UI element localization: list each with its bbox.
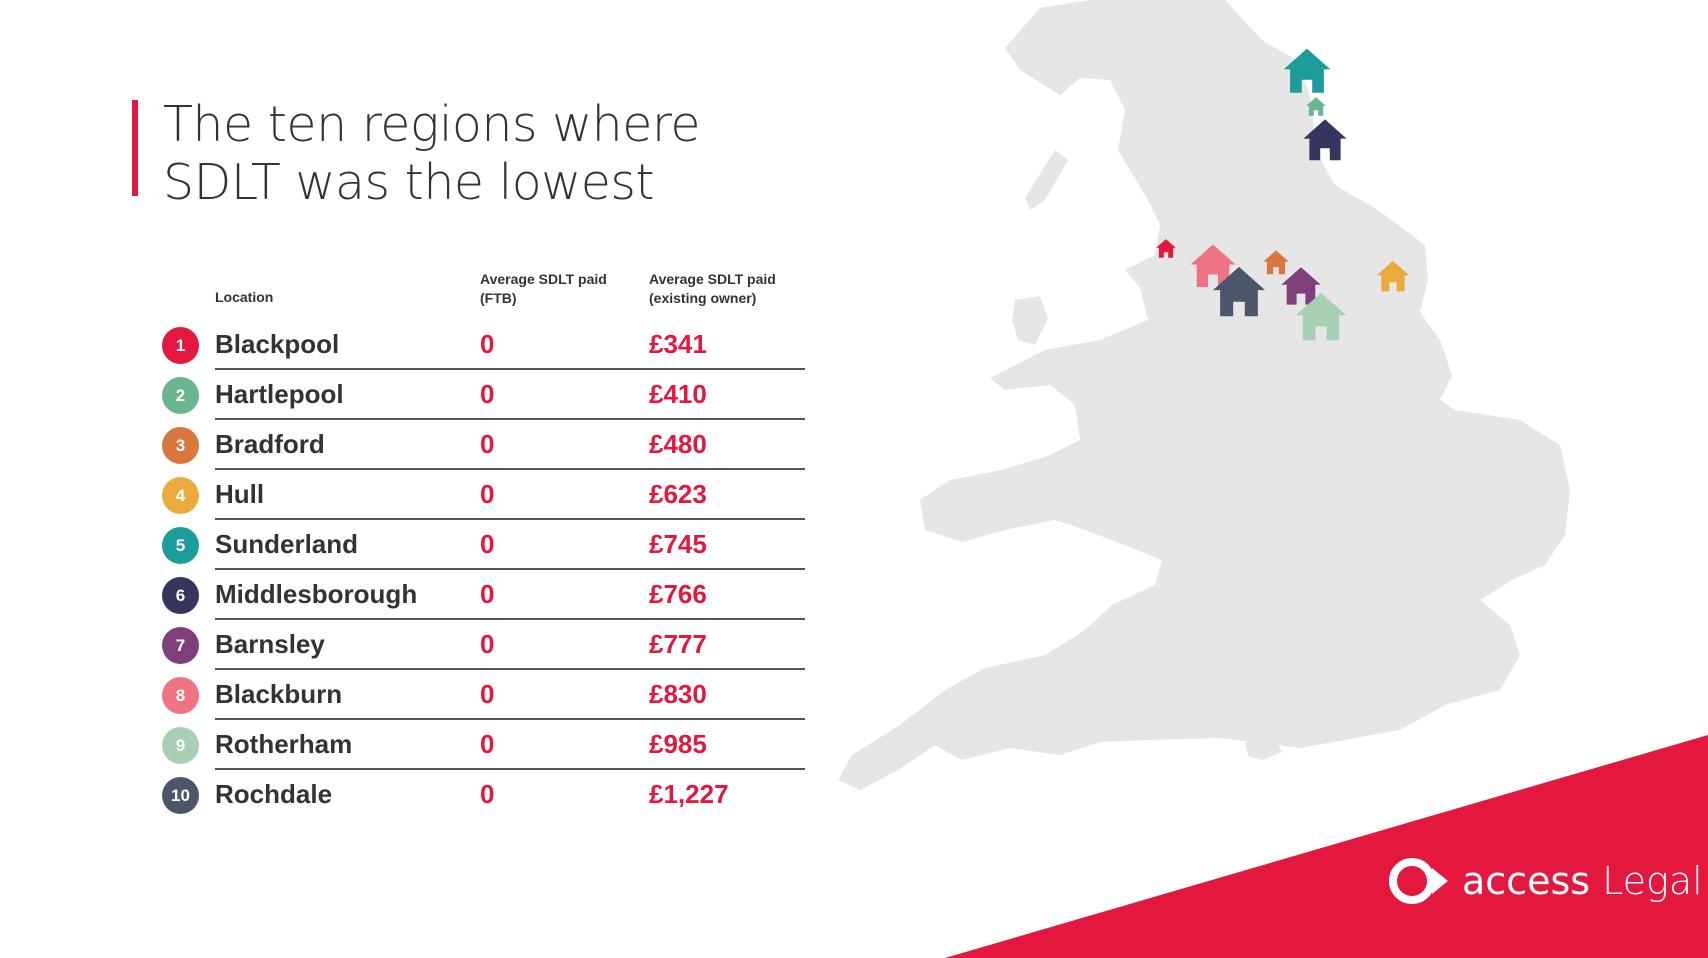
table-row: 6 Middlesborough 0 £766 xyxy=(162,570,805,620)
table-row: 8 Blackburn 0 £830 xyxy=(162,670,805,720)
row-divider xyxy=(215,718,805,720)
location-name: Barnsley xyxy=(215,629,325,659)
owner-value: £745 xyxy=(649,529,707,559)
ftb-value: 0 xyxy=(480,779,495,809)
ftb-value: 0 xyxy=(480,579,495,609)
house-markers xyxy=(1156,48,1410,341)
logo-mark-icon xyxy=(1389,858,1448,904)
rank-badge: 3 xyxy=(162,427,199,464)
location-name: Hull xyxy=(215,479,265,509)
header-ftb-line-2: (FTB) xyxy=(480,290,517,306)
row-divider xyxy=(215,668,805,670)
owner-value: £410 xyxy=(649,379,707,409)
location-name: Sunderland xyxy=(215,529,359,559)
ftb-value: 0 xyxy=(480,529,495,559)
row-divider xyxy=(215,468,805,470)
rank-badge: 9 xyxy=(162,727,199,764)
owner-value: £341 xyxy=(649,329,707,359)
ftb-value: 0 xyxy=(480,379,495,409)
location-name: Blackburn xyxy=(215,679,343,709)
title-line-1: The ten regions where xyxy=(163,96,701,153)
header-ftb: Average SDLT paid (FTB) xyxy=(480,270,607,308)
table-row: 1 Blackpool 0 £341 xyxy=(162,320,805,370)
rank-badge: 8 xyxy=(162,677,199,714)
house-icon xyxy=(1263,250,1289,275)
ftb-value: 0 xyxy=(480,329,495,359)
owner-value: £480 xyxy=(649,429,707,459)
house-icon xyxy=(1190,244,1236,287)
table-row: 10 Rochdale 0 £1,227 xyxy=(162,770,805,820)
header-ftb-line-1: Average SDLT paid xyxy=(480,271,607,287)
brand-logo: access Legal xyxy=(1386,854,1703,908)
house-icon xyxy=(1306,97,1326,116)
house-icon xyxy=(1303,119,1347,161)
row-divider xyxy=(215,518,805,520)
title-line-2: SDLT was the lowest xyxy=(163,154,655,211)
house-icon xyxy=(1156,239,1176,258)
rank-badge: 5 xyxy=(162,527,199,564)
row-divider xyxy=(215,618,805,620)
map-island-anglesey xyxy=(1012,296,1048,345)
ftb-value: 0 xyxy=(480,629,495,659)
map-landmass xyxy=(838,0,1570,790)
rank-badge: 7 xyxy=(162,627,199,664)
owner-value: £766 xyxy=(649,579,707,609)
header-owner: Average SDLT paid (existing owner) xyxy=(649,270,776,308)
logo-word-legal: Legal xyxy=(1602,859,1703,903)
house-icon xyxy=(1283,48,1331,93)
owner-value: £985 xyxy=(649,729,707,759)
england-wales-map xyxy=(838,0,1570,790)
owner-value: £777 xyxy=(649,629,707,659)
table-row: 3 Bradford 0 £480 xyxy=(162,420,805,470)
rank-badge: 4 xyxy=(162,477,199,514)
location-name: Bradford xyxy=(215,429,325,459)
page-title: The ten regions where SDLT was the lowes… xyxy=(163,96,723,212)
location-name: Rotherham xyxy=(215,729,353,759)
owner-value: £623 xyxy=(649,479,707,509)
sdlt-table: 1 Blackpool 0 £341 2 Hartlepool 0 £410 3 Bradfo… xyxy=(162,320,805,820)
location-name: Hartlepool xyxy=(215,379,344,409)
row-divider xyxy=(215,418,805,420)
owner-value: £830 xyxy=(649,679,707,709)
logo-word-access: access xyxy=(1462,859,1591,903)
ftb-value: 0 xyxy=(480,679,495,709)
logo-wordmark: access Legal xyxy=(1462,859,1703,903)
row-divider xyxy=(215,368,805,370)
ftb-value: 0 xyxy=(480,729,495,759)
table-row: 2 Hartlepool 0 £410 xyxy=(162,370,805,420)
house-icon xyxy=(1212,266,1266,317)
house-icon xyxy=(1295,292,1347,341)
rank-badge: 2 xyxy=(162,377,199,414)
row-divider xyxy=(215,768,805,770)
title-accent-bar xyxy=(132,100,138,196)
ftb-value: 0 xyxy=(480,429,495,459)
table-row: 5 Sunderland 0 £745 xyxy=(162,520,805,570)
table-row: 9 Rotherham 0 £985 xyxy=(162,720,805,770)
table-row: 7 Barnsley 0 £777 xyxy=(162,620,805,670)
location-name: Rochdale xyxy=(215,779,333,809)
house-icon xyxy=(1281,267,1321,305)
owner-value: £1,227 xyxy=(649,779,729,809)
map-island-isle-of-man xyxy=(1025,150,1068,210)
table-row: 4 Hull 0 £623 xyxy=(162,470,805,520)
header-owner-line-1: Average SDLT paid xyxy=(649,271,776,287)
row-divider xyxy=(215,568,805,570)
location-name: Middlesborough xyxy=(215,579,418,609)
rank-badge: 6 xyxy=(162,577,199,614)
location-name: Blackpool xyxy=(215,329,340,359)
header-owner-line-2: (existing owner) xyxy=(649,290,757,306)
header-location: Location xyxy=(215,289,274,305)
ftb-value: 0 xyxy=(480,479,495,509)
map-island-isle-of-wight xyxy=(1245,740,1282,760)
rank-badge: 10 xyxy=(162,777,199,814)
house-icon xyxy=(1376,260,1410,292)
rank-badge: 1 xyxy=(162,327,199,364)
banner-shape xyxy=(945,735,1708,958)
